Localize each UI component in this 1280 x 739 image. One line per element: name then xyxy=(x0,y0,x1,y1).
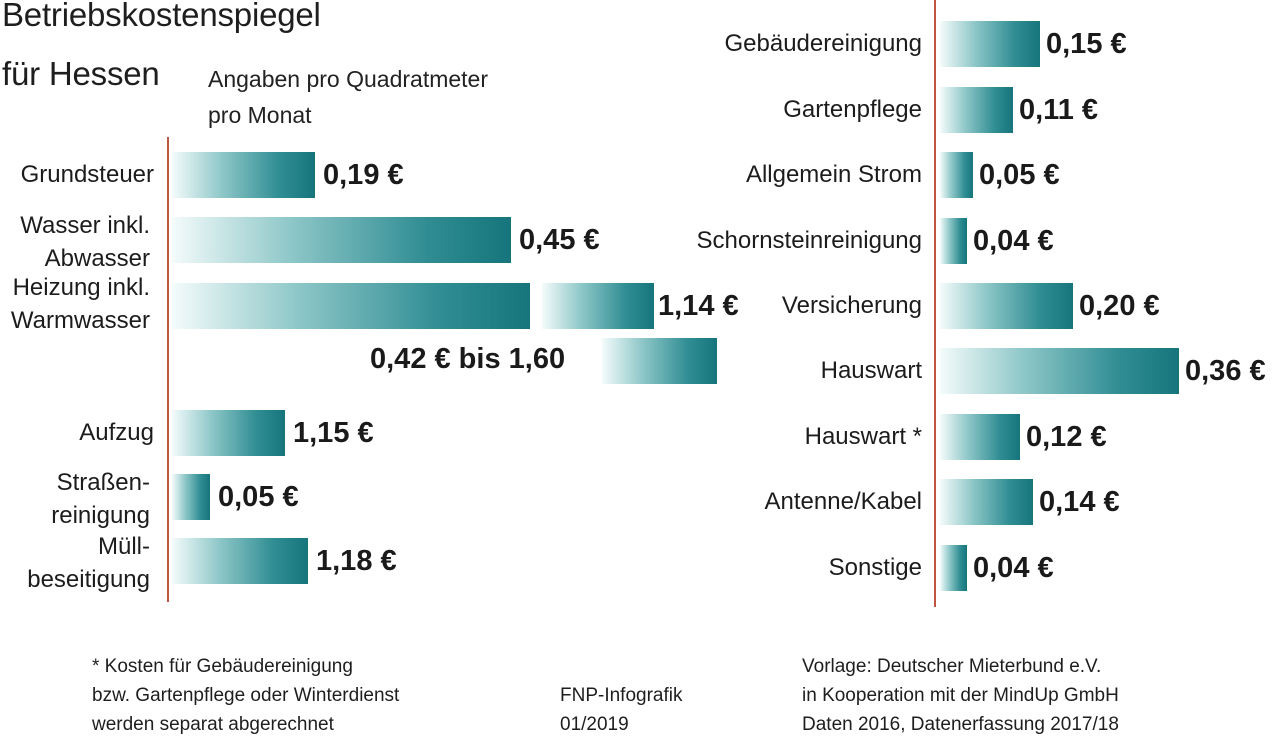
bar-right-5 xyxy=(940,348,1179,394)
bar-left-4 xyxy=(172,410,285,456)
category-label-left-2-line-1: Heizung inkl. xyxy=(12,274,150,301)
bar-right-6 xyxy=(940,414,1020,460)
category-label-right-8: Sonstige xyxy=(828,554,922,581)
chart-subtitle-line-2: pro Monat xyxy=(208,102,312,128)
bar-left-3 xyxy=(602,338,717,384)
category-label-left-2-line-2: Warmwasser xyxy=(10,307,150,334)
bar-right-8 xyxy=(940,545,967,591)
bar-left-6 xyxy=(172,538,308,584)
bar-right-1 xyxy=(940,87,1013,133)
value-label-right-4: 0,20 € xyxy=(1079,290,1160,322)
source-line-2: in Kooperation mit der MindUp GmbH xyxy=(802,685,1119,706)
bar-right-7 xyxy=(940,479,1033,525)
value-label-left-4: 1,15 € xyxy=(293,417,374,449)
value-label-right-1: 0,11 € xyxy=(1019,94,1099,126)
right-axis-line xyxy=(934,0,936,607)
category-label-right-2: Allgemein Strom xyxy=(745,161,922,188)
value-label-right-3: 0,04 € xyxy=(973,225,1054,257)
category-label-right-5: Hauswart xyxy=(820,357,922,384)
value-label-left-0: 0,19 € xyxy=(323,159,404,191)
category-label-left-6-line-2: beseitigung xyxy=(27,566,150,593)
value-label-left-5: 0,05 € xyxy=(218,481,299,513)
left-axis-line xyxy=(167,137,169,602)
category-label-left-5-line-2: reinigung xyxy=(51,502,150,529)
chart-subtitle-line-1: Angaben pro Quadratmeter xyxy=(208,66,489,92)
value-label-left-3: 0,42 € bis 1,60 xyxy=(370,343,566,375)
credit-line-1: FNP-Infografik xyxy=(560,685,683,706)
category-label-right-6: Hauswart * xyxy=(804,423,922,450)
footnote-line-2: bzw. Gartenpflege oder Winterdienst xyxy=(92,685,400,706)
value-label-left-6: 1,18 € xyxy=(316,545,397,577)
source-line-3: Daten 2016, Datenerfassung 2017/18 xyxy=(802,714,1119,735)
bar-left-1 xyxy=(172,217,511,263)
value-label-right-5: 0,36 € xyxy=(1185,355,1266,387)
bar-left-2-a xyxy=(172,283,530,329)
bar-chart-area: 0,19 € Grundsteuer 0,45 € Wasser inkl. Abwas… xyxy=(10,21,1266,593)
value-label-left-1: 0,45 € xyxy=(519,224,600,256)
category-label-left-0: Grundsteuer xyxy=(20,161,154,188)
bar-left-2-b xyxy=(542,283,654,329)
category-label-left-6-line-1: Müll- xyxy=(98,533,150,560)
category-label-right-3: Schornsteinreinigung xyxy=(696,227,922,254)
category-label-right-0: Gebäudereinigung xyxy=(724,30,923,57)
category-label-left-1-line-2: Abwasser xyxy=(44,245,150,272)
value-label-left-2: 1,14 € xyxy=(658,290,739,322)
category-label-right-7: Antenne/Kabel xyxy=(764,488,922,515)
value-label-right-7: 0,14 € xyxy=(1039,486,1120,518)
bar-right-4 xyxy=(940,283,1073,329)
chart-title-line-2: für Hessen xyxy=(2,55,160,92)
credit-line-2: 01/2019 xyxy=(560,714,629,735)
category-label-right-1: Gartenpflege xyxy=(783,96,922,123)
source-line-1: Vorlage: Deutscher Mieterbund e.V. xyxy=(802,656,1102,677)
footnote-line-1: * Kosten für Gebäudereinigung xyxy=(92,656,353,677)
category-label-left-5-line-1: Straßen- xyxy=(56,469,150,496)
value-label-right-8: 0,04 € xyxy=(973,552,1054,584)
category-label-right-4: Versicherung xyxy=(781,292,922,319)
bar-left-0 xyxy=(172,152,315,198)
value-label-right-0: 0,15 € xyxy=(1046,28,1127,60)
value-label-right-2: 0,05 € xyxy=(979,159,1060,191)
bar-left-5 xyxy=(172,474,210,520)
category-label-left-4: Aufzug xyxy=(79,419,154,446)
chart-title-line-1: Betriebskostenspiegel xyxy=(2,0,321,33)
footnote-line-3: werden separat abgerechnet xyxy=(92,714,334,735)
category-label-left-1-line-1: Wasser inkl. xyxy=(20,212,150,239)
value-label-right-6: 0,12 € xyxy=(1026,421,1107,453)
bar-right-0 xyxy=(940,21,1040,67)
bar-right-3 xyxy=(940,218,967,264)
bar-right-2 xyxy=(940,152,973,198)
